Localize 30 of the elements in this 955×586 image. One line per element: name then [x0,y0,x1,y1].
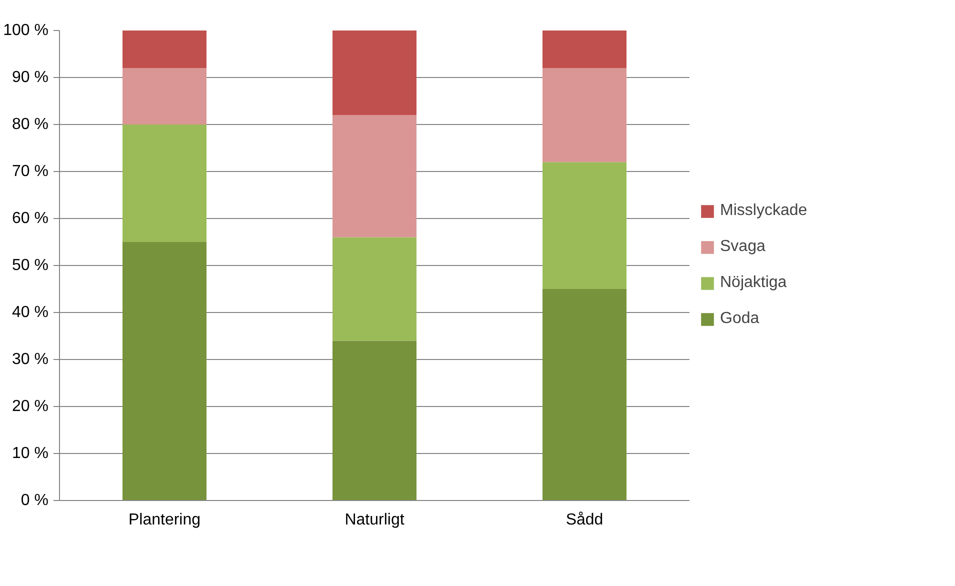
legend-label: Goda [720,310,760,328]
bar [542,30,626,68]
y-tick-label: 0 % [20,492,49,509]
bar [542,68,626,162]
y-tick-label: 60 % [12,210,48,227]
y-tick-label: 50 % [12,257,48,274]
bar [542,162,626,289]
bar [542,289,626,500]
legend-label: Nöjaktiga [720,274,787,292]
bar [122,242,206,500]
y-tick-label: 20 % [12,398,48,415]
bar [332,340,416,500]
y-tick-label: 90 % [12,69,48,86]
y-tick-label: 70 % [12,163,48,180]
bar [332,30,416,116]
y-tick-label: 80 % [12,116,48,133]
x-tick-label: Sådd [566,512,604,528]
y-tick-label: 10 % [12,445,48,462]
bar [332,115,416,238]
legend-label: Svaga [720,238,766,256]
x-tick-label: Plantering [128,512,201,528]
y-tick-label: 40 % [12,304,48,321]
bar [332,237,416,341]
y-tick-label: 30 % [12,351,48,368]
bar [122,124,206,242]
bar [122,68,206,124]
legend-label: Misslyckade [720,202,808,220]
bar [122,30,206,68]
y-tick-label: 100 % [3,22,49,39]
x-tick-label: Naturligt [344,512,405,528]
